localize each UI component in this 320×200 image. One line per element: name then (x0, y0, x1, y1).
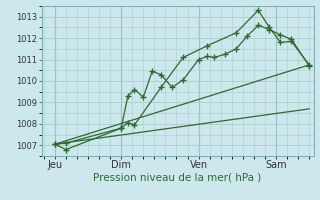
X-axis label: Pression niveau de la mer( hPa ): Pression niveau de la mer( hPa ) (93, 173, 262, 183)
